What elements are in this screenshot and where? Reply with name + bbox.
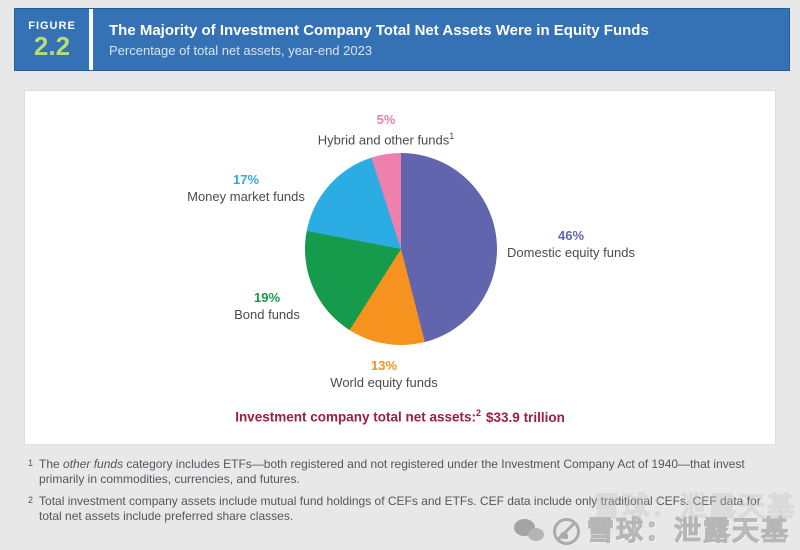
figure-subtitle: Percentage of total net assets, year-end… bbox=[109, 42, 373, 58]
pie-name-bond: Bond funds bbox=[234, 307, 300, 322]
watermark: 雪球：泄露天基 雪球：泄露天基 bbox=[514, 492, 795, 547]
pie-name-money-market: Money market funds bbox=[187, 189, 305, 204]
pie-percent-bond: 19% bbox=[253, 290, 281, 305]
pie-percent-money-market: 17% bbox=[232, 172, 260, 187]
watermark-ghost-text: 雪球：泄露天基 bbox=[593, 492, 796, 523]
chart-panel: 5% Hybrid and other funds1 17% Money mar… bbox=[24, 90, 776, 445]
pie-label-money-market-funds: 17% Money market funds bbox=[146, 171, 346, 205]
pie-label-world-equity-funds: 13% World equity funds bbox=[284, 357, 484, 391]
footnote-2-marker: 2 bbox=[28, 495, 34, 505]
pie-label-domestic-equity-funds: 46% Domestic equity funds bbox=[461, 227, 681, 261]
figure-header: FIGURE 2.2 The Majority of Investment Co… bbox=[14, 8, 790, 71]
figure-title: The Majority of Investment Company Total… bbox=[109, 21, 649, 39]
figure-number: 2.2 bbox=[33, 30, 71, 61]
header-text: The Majority of Investment Company Total… bbox=[93, 9, 789, 70]
footnote-1: 1 The other funds category includes ETFs… bbox=[24, 457, 776, 487]
pie-label-bond-funds: 19% Bond funds bbox=[187, 289, 347, 323]
pie-label-hybrid-and-other-funds: 5% Hybrid and other funds1 bbox=[276, 111, 496, 148]
figure-number-box: FIGURE 2.2 bbox=[15, 9, 89, 70]
pie-name-domestic-equity: Domestic equity funds bbox=[507, 245, 635, 260]
pie-name-world-equity: World equity funds bbox=[330, 375, 438, 390]
watermark-text: 雪球：泄露天基 bbox=[587, 516, 790, 547]
header-divider bbox=[89, 9, 93, 70]
pie-percent-domestic-equity: 46% bbox=[557, 228, 585, 243]
figure-label: FIGURE bbox=[28, 19, 76, 32]
wechat-icon bbox=[514, 517, 546, 545]
pie-percent-hybrid: 5% bbox=[376, 112, 396, 127]
footnotes: 1 The other funds category includes ETFs… bbox=[24, 457, 776, 531]
pie-name-hybrid: Hybrid and other funds1 bbox=[317, 131, 455, 148]
pie-chart bbox=[305, 153, 497, 345]
total-net-assets-note: Investment company total net assets:2 $33… bbox=[235, 408, 565, 425]
footnote-2-text: Total investment company assets include … bbox=[39, 494, 761, 523]
xueqiu-icon bbox=[553, 517, 580, 545]
footnote-1-marker: 1 bbox=[28, 458, 34, 468]
footnote-2: 2 Total investment company assets includ… bbox=[24, 494, 776, 524]
pie-percent-world-equity: 13% bbox=[370, 358, 398, 373]
footnote-1-text: The other funds category includes ETFs—b… bbox=[39, 457, 745, 486]
